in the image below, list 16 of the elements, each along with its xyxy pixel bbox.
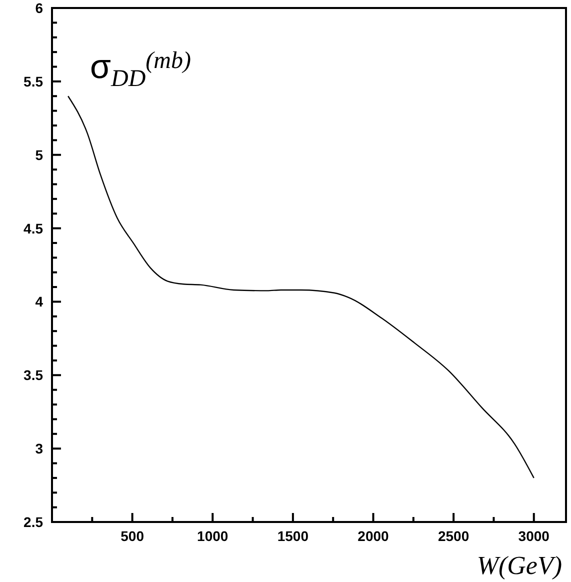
x-tick-label: 1500 [277,528,309,544]
x-tick-label: 3000 [518,528,550,544]
x-axis-title: W(GeV) [476,551,562,580]
x-tick-label: 2000 [358,528,390,544]
y-tick-label: 4.5 [24,220,44,236]
x-tick-label: 2500 [438,528,470,544]
y-tick-label: 3.5 [24,367,44,384]
y-tick-label: 4 [35,294,44,310]
line-series [67,96,534,479]
y-tick-label: 5 [35,146,44,163]
y-tick-label: 2.5 [24,514,44,530]
y-tick-label: 6 [35,0,44,16]
x-tick-label: 1000 [197,528,228,544]
y-tick-label: 5.5 [24,73,44,90]
y-tick-label: 3 [35,440,44,457]
x-tick-label: 500 [120,528,144,544]
